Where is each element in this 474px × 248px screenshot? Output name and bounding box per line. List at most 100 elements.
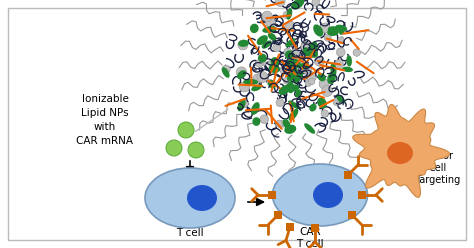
Ellipse shape — [258, 54, 267, 62]
Ellipse shape — [308, 49, 318, 58]
Circle shape — [283, 77, 291, 84]
Ellipse shape — [279, 85, 291, 95]
Circle shape — [301, 41, 311, 52]
Ellipse shape — [339, 26, 345, 35]
Polygon shape — [353, 104, 450, 197]
Circle shape — [321, 110, 328, 117]
Circle shape — [353, 49, 361, 56]
Ellipse shape — [302, 47, 310, 56]
Ellipse shape — [286, 60, 296, 72]
Ellipse shape — [346, 55, 352, 66]
Text: Tumor
Cell
Targeting: Tumor Cell Targeting — [415, 151, 461, 186]
Circle shape — [253, 74, 262, 83]
Circle shape — [255, 60, 263, 67]
Circle shape — [288, 65, 296, 73]
Ellipse shape — [262, 26, 277, 33]
Circle shape — [273, 44, 281, 52]
Ellipse shape — [283, 119, 291, 129]
Circle shape — [322, 86, 332, 96]
Ellipse shape — [310, 104, 317, 112]
Ellipse shape — [285, 50, 294, 59]
Ellipse shape — [335, 25, 347, 31]
Circle shape — [319, 79, 329, 89]
Ellipse shape — [286, 62, 298, 72]
Ellipse shape — [327, 28, 339, 36]
Ellipse shape — [145, 168, 235, 228]
Ellipse shape — [309, 41, 317, 53]
Circle shape — [289, 62, 299, 72]
Circle shape — [265, 17, 275, 27]
Ellipse shape — [243, 79, 258, 85]
Ellipse shape — [237, 99, 246, 111]
Ellipse shape — [237, 70, 246, 79]
Bar — [344, 171, 352, 179]
Circle shape — [284, 48, 292, 56]
Ellipse shape — [336, 94, 346, 103]
Ellipse shape — [268, 33, 276, 40]
Circle shape — [240, 99, 248, 108]
Circle shape — [280, 65, 289, 74]
Ellipse shape — [327, 72, 336, 84]
Ellipse shape — [287, 71, 297, 82]
Circle shape — [338, 37, 344, 43]
Ellipse shape — [187, 185, 217, 211]
Circle shape — [337, 48, 345, 57]
Circle shape — [238, 40, 248, 50]
Ellipse shape — [313, 182, 343, 208]
Circle shape — [285, 21, 295, 30]
Circle shape — [312, 0, 319, 6]
Circle shape — [314, 56, 324, 66]
Ellipse shape — [304, 123, 315, 134]
Ellipse shape — [262, 40, 272, 49]
Ellipse shape — [252, 117, 260, 126]
Ellipse shape — [317, 97, 327, 109]
Circle shape — [239, 82, 250, 92]
Circle shape — [283, 11, 291, 19]
Ellipse shape — [309, 43, 318, 52]
Circle shape — [287, 59, 295, 67]
Bar — [286, 223, 294, 231]
Circle shape — [275, 0, 285, 6]
Circle shape — [236, 67, 247, 77]
Ellipse shape — [292, 59, 301, 68]
Ellipse shape — [284, 125, 296, 134]
Ellipse shape — [271, 57, 279, 66]
Circle shape — [257, 72, 268, 83]
Circle shape — [307, 72, 317, 81]
Ellipse shape — [285, 38, 295, 47]
Text: CAR
T cell: CAR T cell — [296, 227, 324, 248]
Ellipse shape — [342, 67, 353, 72]
Circle shape — [324, 34, 331, 41]
FancyBboxPatch shape — [8, 8, 466, 240]
Ellipse shape — [293, 72, 303, 83]
Ellipse shape — [251, 84, 262, 91]
Ellipse shape — [328, 26, 339, 33]
Circle shape — [275, 120, 283, 127]
Bar — [348, 211, 356, 219]
Bar — [358, 191, 366, 199]
Circle shape — [335, 60, 344, 69]
Ellipse shape — [287, 82, 294, 93]
Ellipse shape — [256, 35, 268, 45]
Bar — [268, 191, 276, 199]
Circle shape — [222, 65, 230, 73]
Circle shape — [262, 11, 273, 22]
Circle shape — [260, 60, 266, 66]
Circle shape — [260, 115, 269, 124]
Ellipse shape — [250, 24, 259, 33]
Circle shape — [268, 60, 274, 66]
Bar — [274, 211, 282, 219]
Ellipse shape — [222, 67, 230, 78]
Ellipse shape — [313, 24, 323, 37]
Ellipse shape — [269, 64, 280, 73]
Circle shape — [288, 62, 296, 70]
Ellipse shape — [238, 40, 249, 47]
Ellipse shape — [387, 142, 413, 164]
Circle shape — [296, 60, 302, 66]
Circle shape — [267, 79, 273, 85]
Circle shape — [305, 80, 311, 87]
Circle shape — [279, 120, 286, 127]
Ellipse shape — [287, 62, 299, 68]
Circle shape — [309, 78, 315, 85]
Text: T cell: T cell — [176, 228, 204, 238]
